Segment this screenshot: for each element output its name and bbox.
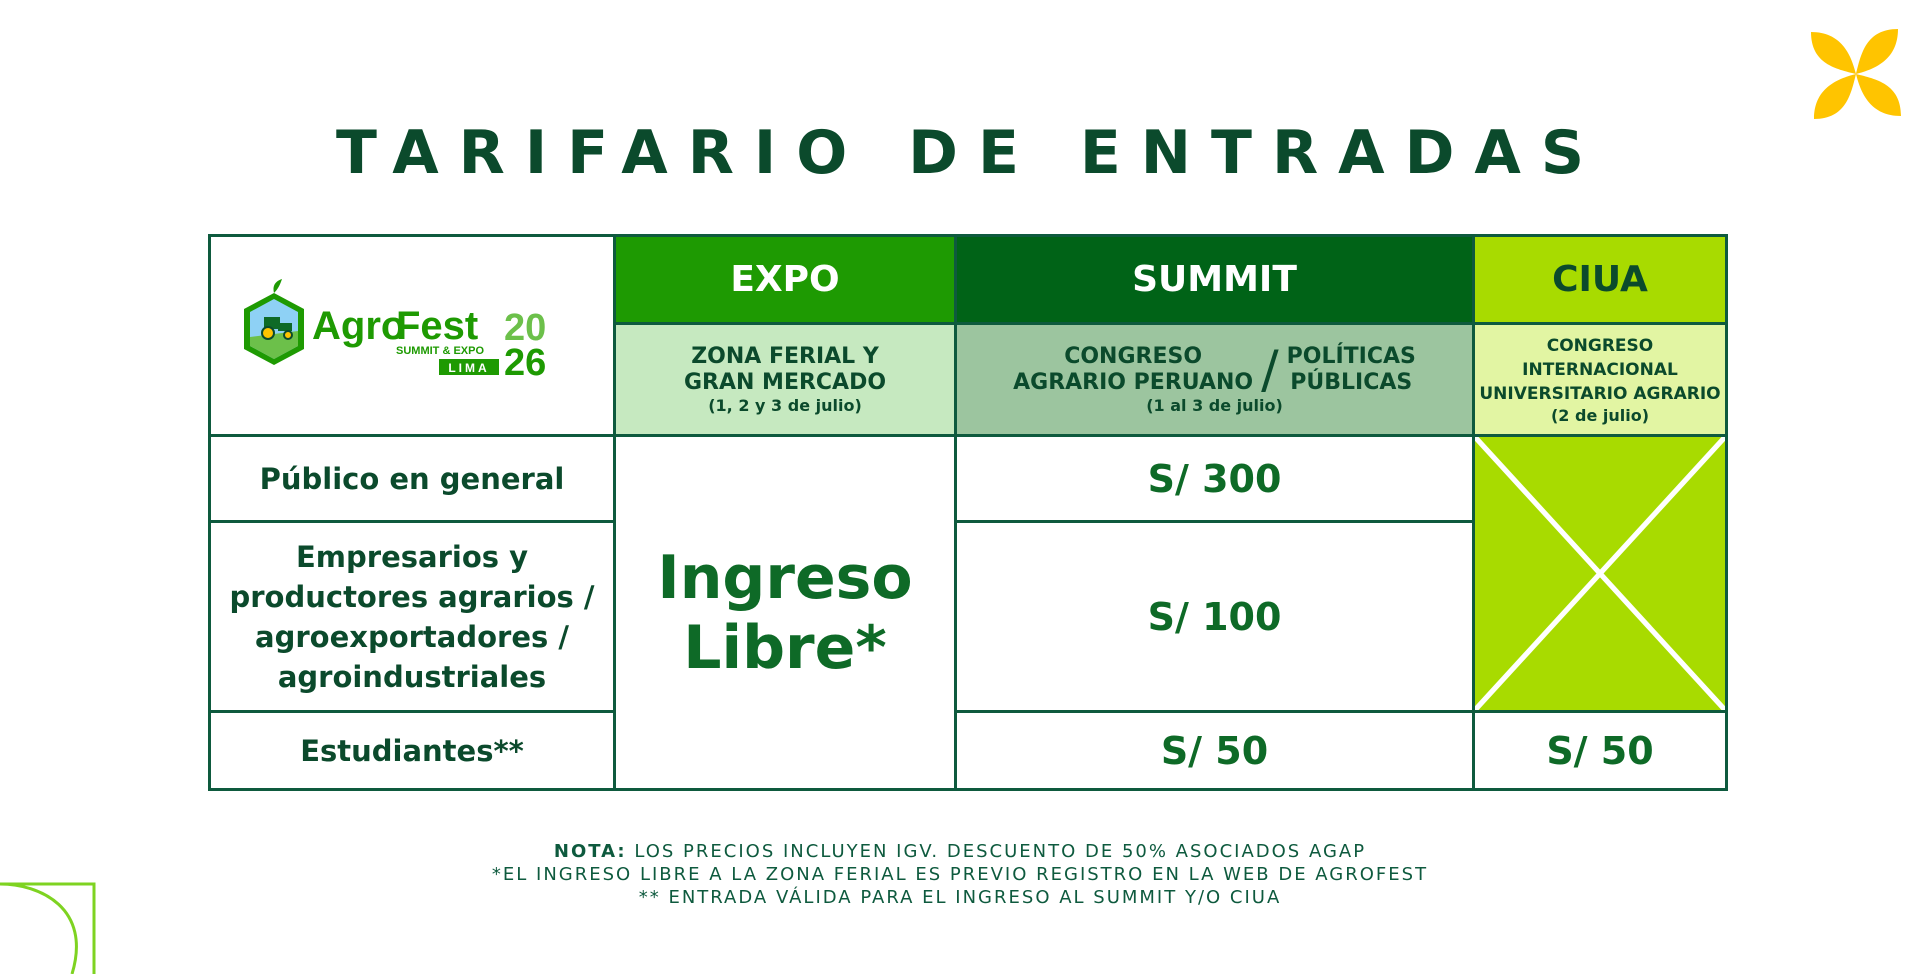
note-prefix: NOTA:: [553, 841, 627, 862]
expo-ingreso-libre: Ingreso Libre*: [613, 434, 957, 791]
price-table: Agro Fest SUMMIT & EXPO LIMA 20 26 EXPO …: [208, 234, 1728, 791]
ciua-not-available: [1472, 434, 1728, 713]
expo-sub-line2: GRAN MERCADO: [683, 369, 887, 395]
logo-city: LIMA: [448, 361, 489, 375]
price-summit-publico: S/ 300: [954, 434, 1475, 523]
expo-subheader: ZONA FERIAL Y GRAN MERCADO (1, 2 y 3 de …: [613, 322, 957, 437]
column-header-ciua: CIUA: [1472, 234, 1728, 325]
summit-sub-a-line2: AGRARIO PERUANO: [1013, 369, 1254, 395]
row-label-estudiantes: Estudiantes**: [208, 710, 616, 791]
row-label-publico: Público en general: [208, 434, 616, 523]
logo-name-agro: Agro: [312, 304, 405, 348]
ciua-subheader: CONGRESO INTERNACIONAL UNIVERSITARIO AGR…: [1472, 322, 1728, 437]
ingreso-line2: Libre*: [683, 612, 887, 683]
ciua-date: (2 de julio): [1550, 405, 1650, 425]
ciua-sub-line3: UNIVERSITARIO AGRARIO: [1479, 383, 1721, 404]
cross-icon: [1475, 437, 1725, 710]
summit-date: (1 al 3 de julio): [1146, 395, 1283, 415]
empresarios-line3: agroexportadores /: [255, 619, 569, 654]
ingreso-line1: Ingreso: [657, 542, 913, 613]
summit-sub-b-line1: POLÍTICAS: [1286, 343, 1416, 369]
notes: NOTA: LOS PRECIOS INCLUYEN IGV. DESCUENT…: [0, 840, 1920, 909]
empresarios-line2: productores agrarios /: [229, 579, 595, 614]
note-line2: *EL INGRESO LIBRE A LA ZONA FERIAL ES PR…: [491, 864, 1429, 885]
empresarios-line4: agroindustriales: [277, 659, 547, 694]
price-summit-empresarios: S/ 100: [954, 520, 1475, 713]
agrofest-logo-cell: Agro Fest SUMMIT & EXPO LIMA 20 26: [208, 234, 616, 437]
ciua-sub-line2: INTERNACIONAL: [1522, 359, 1678, 380]
note-line1: NOTA: LOS PRECIOS INCLUYEN IGV. DESCUENT…: [0, 840, 1920, 863]
ciua-sub-line1: CONGRESO: [1546, 335, 1654, 356]
summit-sub-slash: /: [1261, 339, 1279, 400]
summit-subheader: CONGRESO AGRARIO PERUANO / POLÍTICAS PÚB…: [954, 322, 1475, 437]
tractor-hexagon-icon: [244, 278, 304, 365]
summit-sub-a-line1: CONGRESO: [1064, 343, 1203, 369]
column-header-summit: SUMMIT: [954, 234, 1475, 325]
agrofest-logo: Agro Fest SUMMIT & EXPO LIMA 20 26: [244, 278, 546, 384]
logo-name-fest: Fest: [396, 304, 478, 348]
expo-date: (1, 2 y 3 de julio): [708, 395, 862, 415]
note-line3: ** ENTRADA VÁLIDA PARA EL INGRESO AL SUM…: [638, 887, 1282, 908]
logo-subtitle: SUMMIT & EXPO: [396, 345, 484, 357]
price-ciua-estudiantes: S/ 50: [1472, 710, 1728, 791]
empresarios-line1: Empresarios y: [295, 539, 528, 574]
note-line1-text: LOS PRECIOS INCLUYEN IGV. DESCUENTO DE 5…: [626, 841, 1367, 862]
flower-icon: [1811, 29, 1901, 119]
logo-year-top: 20: [504, 307, 546, 349]
price-summit-estudiantes: S/ 50: [954, 710, 1475, 791]
row-label-empresarios: Empresarios y productores agrarios / agr…: [208, 520, 616, 713]
leaf-outline-icon: [0, 882, 96, 974]
summit-sub-b-line2: PÚBLICAS: [1290, 369, 1413, 395]
expo-sub-line1: ZONA FERIAL Y: [691, 343, 879, 369]
column-header-expo: EXPO: [613, 234, 957, 325]
logo-year-bottom: 26: [504, 342, 546, 384]
page-title: TARIFARIO DE ENTRADAS: [335, 118, 1605, 188]
